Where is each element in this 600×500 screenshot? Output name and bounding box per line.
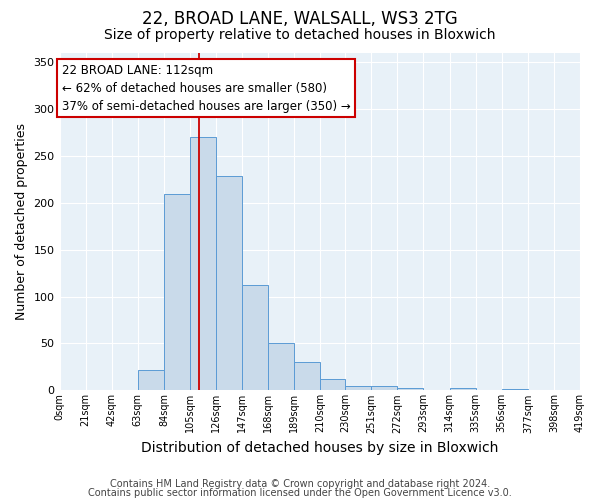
Bar: [242, 286, 268, 391]
X-axis label: Distribution of detached houses by size in Bloxwich: Distribution of detached houses by size …: [141, 441, 499, 455]
Bar: [345, 386, 371, 390]
Text: Size of property relative to detached houses in Bloxwich: Size of property relative to detached ho…: [104, 28, 496, 42]
Bar: [320, 379, 345, 390]
Text: 22, BROAD LANE, WALSALL, WS3 2TG: 22, BROAD LANE, WALSALL, WS3 2TG: [142, 10, 458, 28]
Bar: [397, 388, 424, 390]
Bar: [164, 194, 190, 390]
Bar: [190, 137, 216, 390]
Bar: [138, 370, 164, 390]
Bar: [371, 386, 397, 390]
Text: 22 BROAD LANE: 112sqm
← 62% of detached houses are smaller (580)
37% of semi-det: 22 BROAD LANE: 112sqm ← 62% of detached …: [62, 64, 351, 113]
Bar: [502, 388, 528, 390]
Bar: [268, 344, 295, 390]
Bar: [295, 362, 320, 390]
Bar: [216, 176, 242, 390]
Text: Contains HM Land Registry data © Crown copyright and database right 2024.: Contains HM Land Registry data © Crown c…: [110, 479, 490, 489]
Bar: [449, 388, 476, 390]
Y-axis label: Number of detached properties: Number of detached properties: [15, 123, 28, 320]
Text: Contains public sector information licensed under the Open Government Licence v3: Contains public sector information licen…: [88, 488, 512, 498]
